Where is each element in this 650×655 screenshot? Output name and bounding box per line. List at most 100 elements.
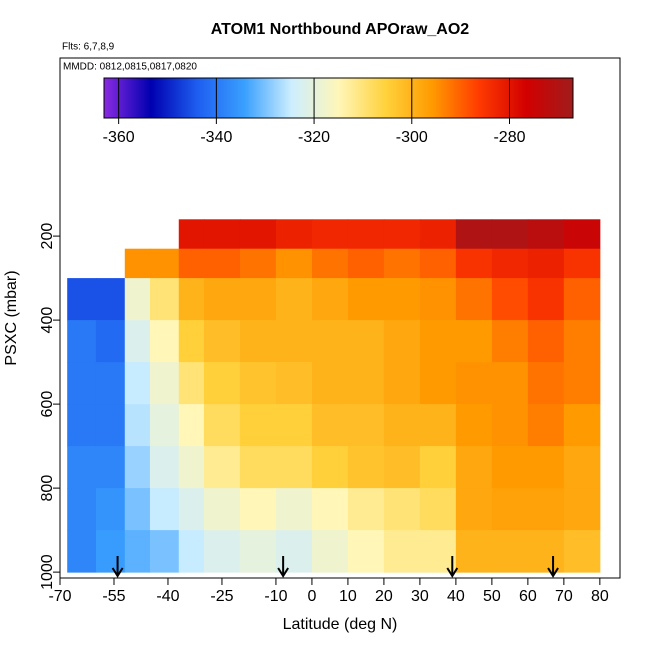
colorbar-tick-label: -280 [493, 129, 525, 146]
cell [527, 278, 565, 321]
cell [347, 278, 385, 321]
cell [178, 278, 205, 321]
cell [311, 446, 349, 489]
cell [149, 530, 180, 573]
cell [311, 404, 349, 447]
cell [124, 278, 151, 321]
arrow [547, 556, 559, 578]
cell [203, 219, 241, 250]
cell [347, 446, 385, 489]
chart-title: ATOM1 Northbound APOraw_AO2 [211, 21, 469, 38]
cell [239, 446, 277, 489]
cell [419, 248, 457, 279]
cell [178, 446, 205, 489]
cell [95, 278, 126, 321]
cell [124, 362, 151, 405]
arrow [277, 556, 289, 578]
y-tick-label: 800 [39, 475, 56, 502]
x-tick-label: 30 [411, 588, 429, 605]
cell [95, 362, 126, 405]
cell [419, 530, 457, 573]
cell [203, 248, 241, 279]
arrow [446, 556, 459, 578]
cell [178, 530, 205, 573]
cell [419, 320, 457, 363]
cell [124, 320, 151, 363]
colorbar [103, 77, 574, 119]
x-tick-label: 60 [519, 588, 537, 605]
arrow [111, 556, 124, 578]
cell [347, 488, 385, 531]
arrow-head [446, 567, 459, 578]
cell [275, 488, 313, 531]
cell [563, 219, 601, 250]
x-tick-label: -55 [102, 588, 125, 605]
y-axis-label: PSXC (mbar) [3, 270, 20, 365]
cell [563, 248, 601, 279]
cell [563, 404, 601, 447]
cell [275, 248, 313, 279]
cell [455, 446, 493, 489]
cell [491, 488, 529, 531]
cell [563, 320, 601, 363]
cell [383, 248, 421, 279]
cell [491, 362, 529, 405]
y-tick-label: 600 [39, 391, 56, 418]
cell [311, 248, 349, 279]
cell [67, 404, 97, 447]
cell [67, 278, 97, 321]
cell [239, 248, 277, 279]
cell [239, 530, 277, 573]
cell [455, 530, 493, 573]
cell [95, 446, 126, 489]
cell [275, 320, 313, 363]
cell [203, 320, 241, 363]
cell [419, 404, 457, 447]
colorbar-tick-label: -340 [200, 129, 232, 146]
cell [203, 278, 241, 321]
cell [67, 446, 97, 489]
x-tick-label: -40 [156, 588, 179, 605]
colorbar-tick-label: -320 [298, 129, 330, 146]
cell [419, 488, 457, 531]
x-tick-label: -10 [264, 588, 287, 605]
cell [178, 404, 205, 447]
cell [95, 320, 126, 363]
cell [203, 404, 241, 447]
cell [203, 446, 241, 489]
y-tick-label: 200 [39, 223, 56, 250]
cell [203, 530, 241, 573]
cell [149, 248, 180, 279]
cell [124, 248, 151, 279]
cell [491, 248, 529, 279]
cell [124, 404, 151, 447]
cell [491, 404, 529, 447]
cell [455, 320, 493, 363]
cell [95, 488, 126, 531]
cell [419, 219, 457, 250]
cell [203, 362, 241, 405]
x-tick-label: 40 [447, 588, 465, 605]
cell [311, 219, 349, 250]
cell [527, 488, 565, 531]
cell [239, 219, 277, 250]
cell [347, 248, 385, 279]
cell [563, 362, 601, 405]
cell [178, 219, 205, 250]
cell [527, 404, 565, 447]
colorbar-tick-label: -360 [103, 129, 135, 146]
x-axis-label: Latitude (deg N) [283, 616, 398, 633]
cell [563, 278, 601, 321]
x-tick-label: -70 [48, 588, 71, 605]
cell [275, 278, 313, 321]
cell [347, 219, 385, 250]
cell [149, 488, 180, 531]
cell [239, 404, 277, 447]
cell [527, 362, 565, 405]
cell [178, 320, 205, 363]
cell [491, 530, 529, 573]
cell [347, 362, 385, 405]
cell [455, 219, 493, 250]
cell [149, 362, 180, 405]
